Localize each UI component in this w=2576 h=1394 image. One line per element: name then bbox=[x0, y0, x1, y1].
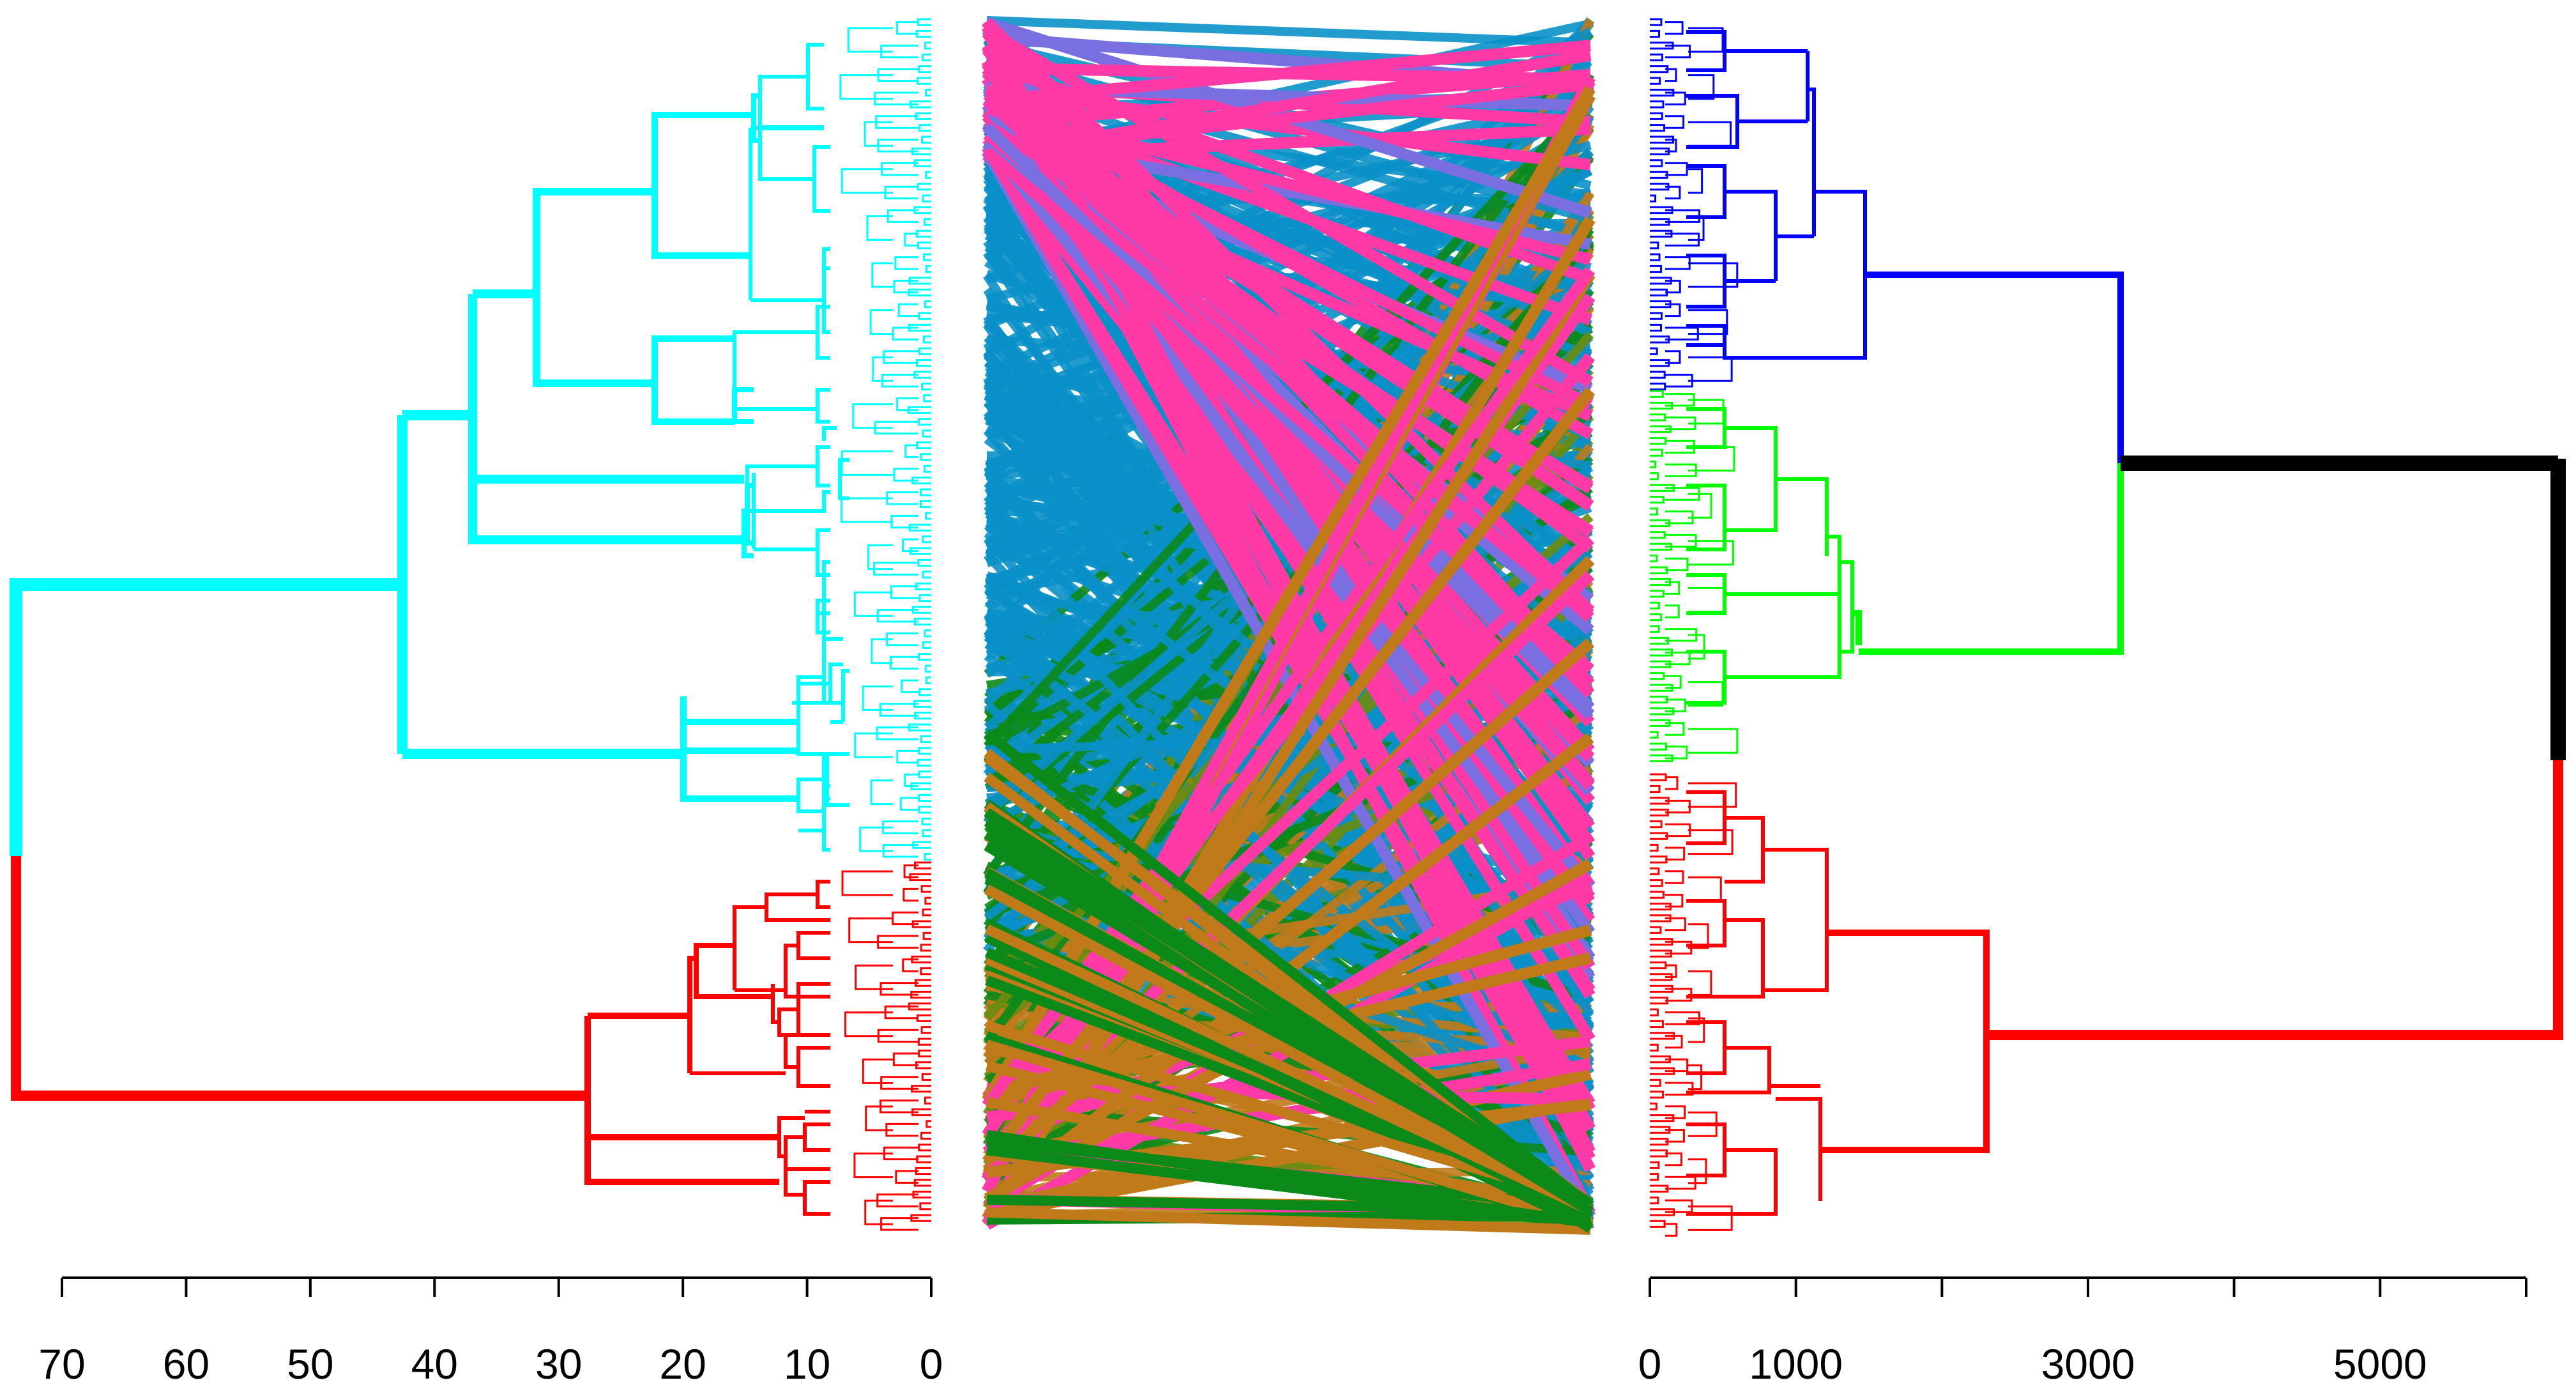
right-branch-blue-d bbox=[1686, 190, 1867, 360]
left-branch-cyan-m bbox=[732, 387, 754, 424]
right-axis: 0 1000 3000 5000 bbox=[1638, 1276, 2527, 1388]
left-branch-cyan-u bbox=[680, 696, 798, 802]
left-axis-tick-label: 50 bbox=[287, 1340, 333, 1388]
left-axis-tick-label: 60 bbox=[163, 1340, 210, 1388]
left-axis-tick-label: 70 bbox=[38, 1340, 85, 1388]
left-axis-tick-label: 20 bbox=[659, 1340, 706, 1388]
connection-line bbox=[986, 1207, 1591, 1235]
left-leaf-branches-cyan bbox=[839, 18, 931, 861]
right-root-red bbox=[1986, 760, 2563, 1040]
connection-line bbox=[984, 924, 1593, 1216]
left-branch-cyan-e bbox=[822, 426, 850, 500]
right-branch-blue-a bbox=[1686, 30, 1810, 149]
left-branch-cyan-q bbox=[796, 675, 824, 705]
left-merge-red-19 bbox=[687, 956, 696, 1073]
connection-line bbox=[984, 729, 1594, 1210]
left-merge-cyan-42 bbox=[397, 415, 683, 759]
left-branch-cyan-b bbox=[749, 126, 830, 334]
connection-line bbox=[984, 841, 1594, 1216]
right-branch-red-a bbox=[1686, 790, 1765, 999]
connection-line bbox=[982, 123, 1595, 719]
connection-line bbox=[986, 50, 1592, 224]
right-merge-blue bbox=[1865, 272, 2124, 463]
left-root-red bbox=[11, 856, 588, 1101]
left-branch-cyan-h bbox=[796, 669, 850, 807]
connection-line bbox=[985, 1039, 1592, 1230]
left-merge-cyan-31 bbox=[533, 188, 655, 387]
left-axis-tick-label: 10 bbox=[784, 1340, 830, 1388]
right-branch-red-b bbox=[1763, 848, 1833, 992]
left-branch-cyan-g bbox=[796, 560, 843, 756]
connection-line bbox=[982, 387, 1596, 1166]
left-branch-cyan-t bbox=[796, 779, 830, 852]
left-merge-cyan-22 bbox=[652, 335, 735, 425]
left-branch-cyan-c bbox=[733, 305, 830, 424]
connection-line bbox=[986, 16, 1591, 47]
connection-line bbox=[984, 808, 1594, 1208]
right-merge-red bbox=[1820, 930, 1990, 1153]
right-branch-red-c bbox=[1686, 1020, 1778, 1216]
right-merge-green bbox=[1852, 463, 2124, 655]
left-root-cyan bbox=[10, 578, 402, 856]
connection-line bbox=[984, 57, 1593, 285]
right-dendrogram bbox=[1650, 18, 2566, 1237]
connection-line bbox=[983, 638, 1594, 1176]
left-branch-cyan-f bbox=[752, 473, 830, 634]
right-branch-green-c bbox=[1840, 560, 1854, 654]
left-branch-cyan-n bbox=[745, 483, 754, 546]
right-axis-tick-label: 0 bbox=[1638, 1340, 1662, 1388]
left-axis: 70 60 50 40 30 20 10 0 bbox=[38, 1276, 943, 1388]
connection-line bbox=[982, 266, 1596, 1110]
right-leaf-branches-green bbox=[1650, 390, 1739, 763]
right-branch-red-d bbox=[1769, 1084, 1822, 1201]
right-axis-tick-label: 1000 bbox=[1749, 1340, 1843, 1388]
right-axis-tick-label: 3000 bbox=[2041, 1340, 2135, 1388]
connection-line bbox=[986, 40, 1591, 107]
left-axis-tick-label: 30 bbox=[535, 1340, 582, 1388]
left-merge-red-28 bbox=[584, 1016, 779, 1185]
left-merge-cyan-37 bbox=[468, 294, 744, 544]
left-merge-cyan-31a bbox=[652, 112, 754, 259]
right-leaf-branches-red bbox=[1650, 773, 1737, 1237]
left-axis-tick-label: 0 bbox=[920, 1340, 943, 1388]
connection-line bbox=[983, 147, 1594, 674]
connection-line bbox=[984, 98, 1594, 410]
right-branch-green-b bbox=[1686, 535, 1841, 705]
right-leaf-branches-blue bbox=[1650, 18, 1739, 391]
left-merge-cyan-15 bbox=[680, 696, 798, 754]
right-axis-tick-label: 5000 bbox=[2333, 1340, 2427, 1388]
connection-line bbox=[986, 1130, 1592, 1229]
connection-lines bbox=[982, 16, 1596, 1235]
right-branch-blue-b bbox=[1686, 164, 1814, 309]
left-dendrogram bbox=[10, 18, 931, 1231]
left-branch-cyan-o bbox=[742, 509, 754, 558]
left-leaf-branches-red bbox=[841, 861, 931, 1231]
left-branch-red-d bbox=[690, 1035, 830, 1088]
right-branch-blue-c bbox=[1808, 88, 1816, 236]
left-branch-red-e bbox=[784, 1122, 830, 1216]
right-branch-green-a bbox=[1686, 407, 1829, 556]
left-merge-red-16 bbox=[694, 943, 773, 999]
connection-line bbox=[985, 103, 1592, 265]
left-branch-red-b bbox=[733, 905, 830, 999]
left-axis-tick-label: 40 bbox=[411, 1340, 458, 1388]
left-branch-cyan-d bbox=[745, 445, 830, 513]
